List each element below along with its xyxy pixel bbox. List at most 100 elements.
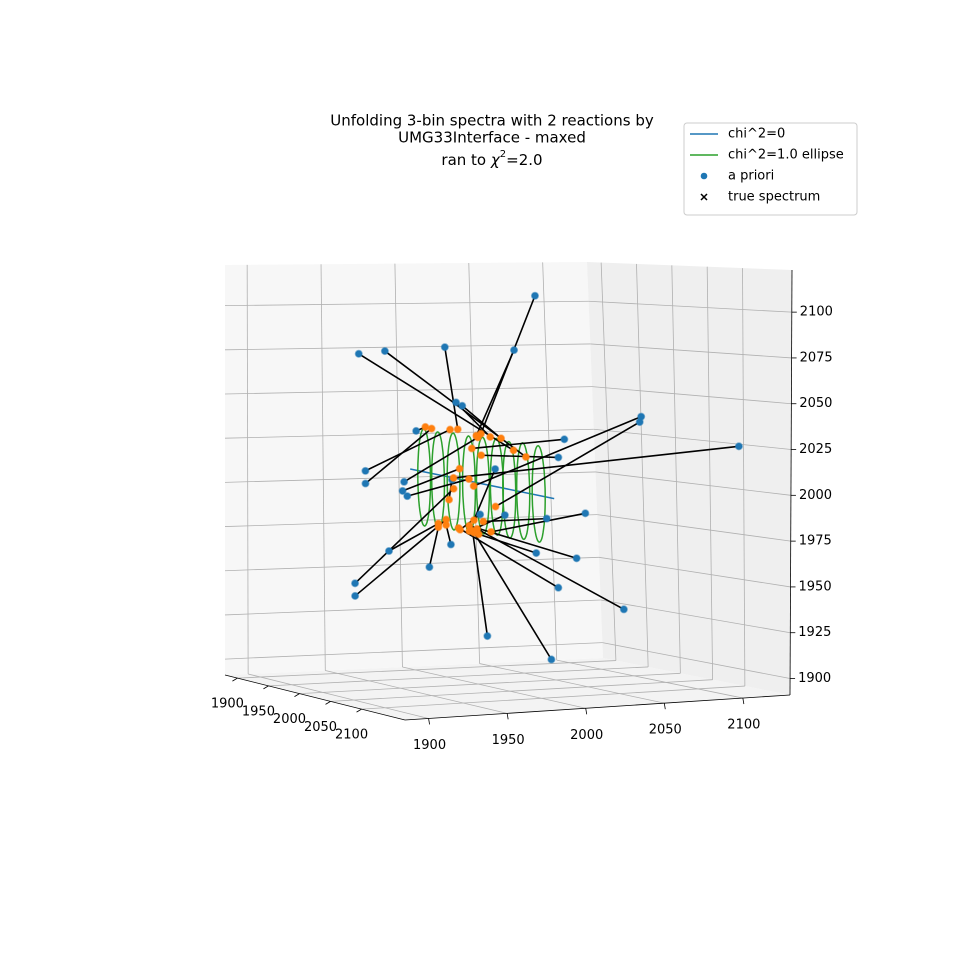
point: [446, 540, 455, 549]
axis-line: [224, 674, 406, 721]
connector: [354, 518, 447, 597]
grid-line: [598, 556, 791, 588]
point: [500, 511, 509, 520]
tick-mark: [294, 693, 300, 697]
point: [350, 579, 360, 588]
chart-subtitle: ran to χ2=2.0: [441, 149, 542, 169]
grid-line: [588, 300, 792, 313]
point: [444, 495, 454, 504]
x-tick-label: 2000: [570, 728, 603, 743]
grid-line: [636, 263, 649, 667]
connector: [364, 427, 433, 485]
grid-line: [742, 268, 746, 687]
point: [467, 444, 476, 453]
y-tick-label: 1900: [211, 697, 244, 712]
point: [496, 434, 506, 443]
point: [451, 398, 461, 407]
legend-marker: [700, 172, 708, 180]
point: [455, 464, 464, 473]
tick-mark: [325, 701, 331, 705]
subtitle-symbol: χ: [490, 151, 501, 169]
connector: [407, 478, 470, 497]
connector: [388, 522, 439, 552]
point: [458, 401, 467, 410]
connector: [481, 454, 559, 459]
point: [400, 477, 409, 486]
point: [486, 432, 495, 441]
connector: [495, 421, 641, 508]
connector: [458, 527, 559, 589]
point: [442, 515, 451, 524]
z-tick-label: 1950: [799, 579, 832, 594]
z-tick-label: 2075: [800, 350, 833, 365]
point: [530, 291, 540, 300]
point: [479, 517, 488, 526]
ellipse: [515, 441, 531, 541]
grid-line: [224, 300, 589, 307]
legend-label: chi^2=1.0 ellipse: [728, 148, 844, 163]
x-tick-label: 2100: [727, 718, 760, 733]
connector: [473, 415, 642, 487]
grid-line: [361, 685, 745, 710]
grid-line: [542, 262, 558, 661]
grid-line: [224, 514, 598, 527]
subtitle-part: =2.0: [506, 151, 542, 169]
grid-line: [556, 659, 743, 699]
y-tick-label: 2000: [273, 712, 306, 727]
point: [361, 466, 370, 475]
grid-line: [224, 343, 591, 351]
grid-line: [320, 264, 326, 671]
tick-mark: [742, 697, 745, 705]
legend-label: chi^2=0: [728, 127, 785, 142]
point: [412, 426, 421, 435]
point: [473, 433, 482, 442]
connector: [473, 532, 553, 660]
tick-mark: [663, 703, 666, 710]
x-tick-label: 1900: [413, 738, 446, 753]
point: [403, 492, 412, 501]
legend: chi^2=0 chi^2=1.0 ellipse a priori true spe…: [683, 122, 858, 216]
point: [521, 452, 530, 462]
point: [470, 528, 479, 537]
grid-line: [330, 679, 713, 702]
connector: [428, 526, 440, 568]
point: [449, 473, 458, 482]
grid-line: [593, 428, 792, 450]
tick-mark: [506, 713, 509, 720]
tick-mark: [263, 685, 269, 690]
point: [354, 349, 363, 358]
point: [554, 583, 563, 592]
legend-box: [683, 122, 858, 216]
ellipse: [446, 432, 461, 531]
z-tick-label: 1900: [798, 671, 831, 686]
point: [477, 451, 486, 460]
point: [487, 527, 496, 536]
grid-line: [224, 642, 603, 660]
point: [454, 523, 463, 533]
pane: [225, 658, 790, 720]
grid-line: [706, 266, 714, 680]
legend-marker: [700, 193, 708, 201]
grid-line: [325, 670, 508, 714]
connector: [444, 347, 459, 430]
point: [469, 516, 479, 525]
grid-line: [671, 265, 681, 674]
grid-line: [248, 673, 429, 719]
connector: [475, 349, 515, 437]
connector: [403, 436, 479, 483]
connector: [471, 530, 489, 637]
point: [554, 453, 563, 462]
tick-mark: [585, 708, 588, 715]
point: [491, 502, 500, 511]
connector: [478, 533, 537, 554]
x-tick-label: 2050: [649, 723, 682, 738]
grid-line: [224, 386, 593, 395]
point: [509, 346, 519, 355]
y-tick-label: 1950: [242, 704, 275, 719]
grid-line: [224, 556, 599, 572]
point: [572, 554, 581, 563]
z-tick-label: 2025: [799, 442, 832, 457]
point: [361, 479, 370, 488]
grid-line: [479, 663, 665, 704]
